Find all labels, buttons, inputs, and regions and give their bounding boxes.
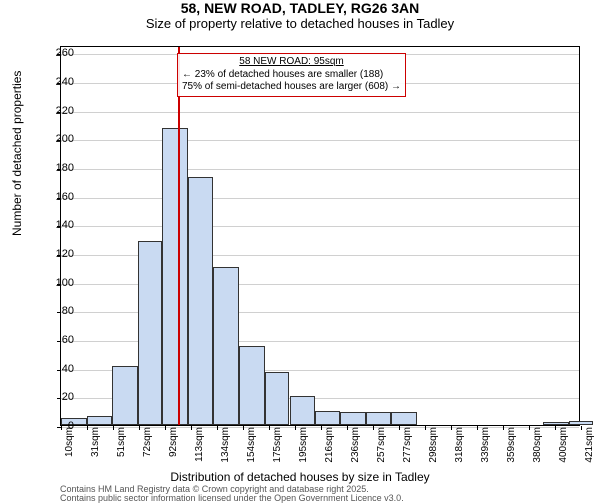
xtick-label: 92sqm	[168, 427, 179, 475]
y-axis-label: Number of detached properties	[10, 71, 24, 236]
histogram-bar	[569, 421, 594, 425]
xtick-label: 277sqm	[402, 427, 413, 475]
histogram-bar	[340, 412, 366, 425]
ytick-label: 180	[44, 162, 74, 174]
histogram-bar	[87, 416, 112, 425]
xtick-mark	[295, 426, 296, 430]
gridline	[61, 140, 579, 141]
xtick-mark	[113, 426, 114, 430]
ytick-label: 60	[44, 334, 74, 346]
xtick-mark	[555, 426, 556, 430]
histogram-bar	[239, 346, 265, 425]
xtick-label: 318sqm	[454, 427, 465, 475]
xtick-label: 257sqm	[376, 427, 387, 475]
histogram-bar	[543, 422, 569, 425]
chart-container: 10sqm31sqm51sqm72sqm92sqm113sqm134sqm154…	[60, 46, 580, 426]
ytick-label: 40	[44, 363, 74, 375]
histogram-bar	[162, 128, 188, 425]
gridline	[61, 112, 579, 113]
ytick-label: 160	[44, 191, 74, 203]
xtick-label: 175sqm	[272, 427, 283, 475]
histogram-bar	[315, 411, 340, 425]
xtick-label: 298sqm	[428, 427, 439, 475]
ytick-label: 0	[44, 420, 74, 432]
xtick-label: 154sqm	[246, 427, 257, 475]
callout-line-2: 75% of semi-detached houses are larger (…	[182, 81, 401, 94]
property-marker-line	[178, 47, 180, 425]
ytick-label: 220	[44, 105, 74, 117]
xtick-mark	[399, 426, 400, 430]
ytick-label: 140	[44, 219, 74, 231]
histogram-bar	[391, 412, 417, 425]
histogram-bar	[290, 396, 316, 425]
xtick-label: 400sqm	[558, 427, 569, 475]
callout-header: 58 NEW ROAD: 95sqm	[182, 56, 401, 69]
xtick-label: 31sqm	[90, 427, 101, 475]
xtick-label: 195sqm	[298, 427, 309, 475]
xtick-mark	[269, 426, 270, 430]
xtick-mark	[425, 426, 426, 430]
histogram-bar	[213, 267, 239, 425]
xtick-mark	[529, 426, 530, 430]
xtick-mark	[165, 426, 166, 430]
page-subtitle: Size of property relative to detached ho…	[0, 16, 600, 31]
xtick-mark	[321, 426, 322, 430]
xtick-label: 236sqm	[350, 427, 361, 475]
xtick-mark	[503, 426, 504, 430]
x-axis-label: Distribution of detached houses by size …	[0, 470, 600, 484]
ytick-label: 200	[44, 133, 74, 145]
xtick-mark	[347, 426, 348, 430]
ytick-label: 240	[44, 76, 74, 88]
xtick-mark	[217, 426, 218, 430]
xtick-mark	[243, 426, 244, 430]
xtick-label: 339sqm	[480, 427, 491, 475]
xtick-label: 113sqm	[194, 427, 205, 475]
xtick-mark	[581, 426, 582, 430]
xtick-mark	[477, 426, 478, 430]
xtick-mark	[139, 426, 140, 430]
xtick-mark	[373, 426, 374, 430]
xtick-label: 10sqm	[64, 427, 75, 475]
histogram-bar	[188, 177, 213, 425]
histogram-bar	[366, 412, 391, 425]
gridline	[61, 226, 579, 227]
ytick-label: 260	[44, 47, 74, 59]
callout-box: 58 NEW ROAD: 95sqm← 23% of detached hous…	[177, 53, 406, 97]
xtick-mark	[451, 426, 452, 430]
histogram-bar	[138, 241, 163, 425]
page-title: 58, NEW ROAD, TADLEY, RG26 3AN	[0, 0, 600, 16]
ytick-label: 120	[44, 248, 74, 260]
histogram-bar	[265, 372, 290, 425]
footer-line-2: Contains public sector information licen…	[60, 493, 404, 503]
xtick-mark	[87, 426, 88, 430]
xtick-label: 216sqm	[324, 427, 335, 475]
xtick-label: 380sqm	[532, 427, 543, 475]
gridline	[61, 198, 579, 199]
xtick-label: 359sqm	[506, 427, 517, 475]
xtick-label: 72sqm	[142, 427, 153, 475]
callout-line-1: ← 23% of detached houses are smaller (18…	[182, 69, 401, 82]
plot-area: 10sqm31sqm51sqm72sqm92sqm113sqm134sqm154…	[60, 46, 580, 426]
ytick-label: 100	[44, 277, 74, 289]
xtick-label: 421sqm	[584, 427, 595, 475]
histogram-bar	[112, 366, 138, 425]
ytick-label: 80	[44, 305, 74, 317]
gridline	[61, 169, 579, 170]
xtick-mark	[191, 426, 192, 430]
ytick-label: 20	[44, 391, 74, 403]
xtick-label: 51sqm	[116, 427, 127, 475]
xtick-label: 134sqm	[220, 427, 231, 475]
